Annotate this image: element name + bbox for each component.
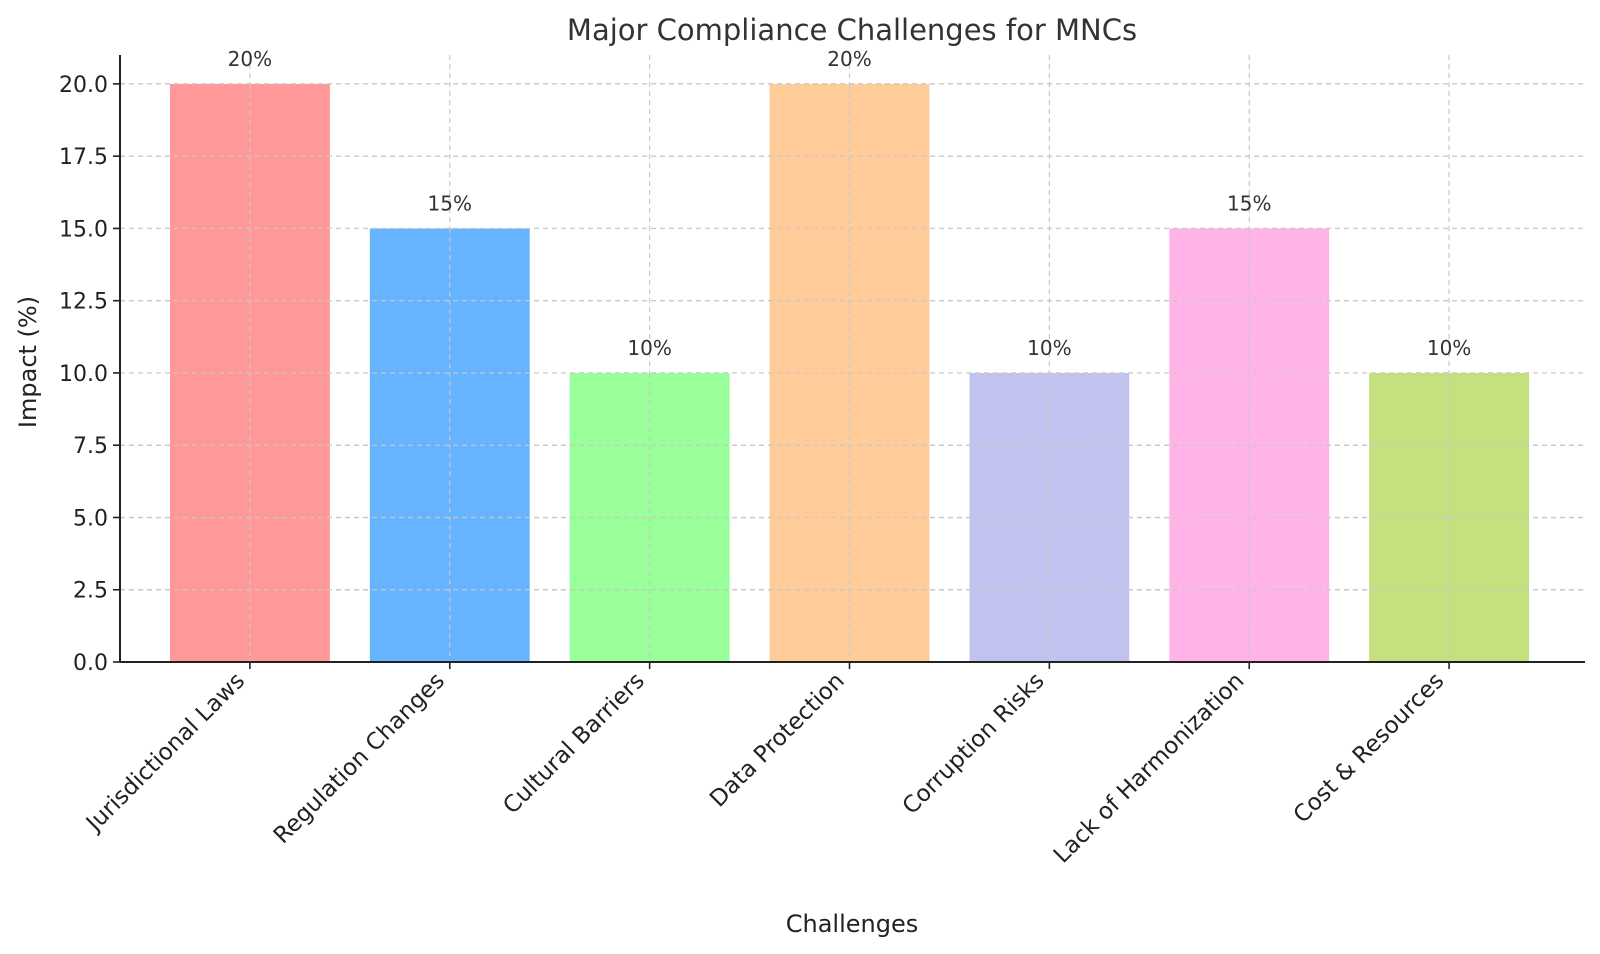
y-tick-label: 12.5 [59, 290, 108, 315]
y-tick-label: 5.0 [73, 506, 108, 531]
bars [120, 83, 1585, 663]
x-tick-label: Regulation Changes [269, 668, 450, 849]
x-tick-label: Jurisdictional Laws [80, 668, 250, 838]
data-label: 20% [827, 47, 871, 71]
x-tick-label: Data Protection [705, 668, 850, 813]
data-label: 15% [1227, 191, 1271, 215]
x-axis-label: Challenges [786, 910, 919, 938]
data-label: 10% [627, 336, 671, 360]
data-label: 10% [1027, 336, 1071, 360]
y-tick-label: 2.5 [73, 579, 108, 604]
data-label: 10% [1427, 336, 1471, 360]
y-axis-label: Impact (%) [14, 296, 42, 428]
y-tick-label: 7.5 [73, 434, 108, 459]
chart-title: Major Compliance Challenges for MNCs [567, 13, 1137, 47]
data-label: 15% [428, 191, 472, 215]
x-tick-label: Corruption Risks [898, 668, 1050, 820]
x-tick-label: Lack of Harmonization [1049, 668, 1250, 869]
x-tick-label: Cultural Barriers [498, 668, 649, 819]
y-tick-label: 17.5 [59, 145, 108, 170]
y-tick-label: 10.0 [59, 362, 108, 387]
y-tick-label: 0.0 [73, 651, 108, 676]
y-tick-label: 15.0 [59, 217, 108, 242]
data-label: 20% [228, 47, 272, 71]
y-tick-label: 20.0 [59, 73, 108, 98]
axes [113, 55, 1585, 669]
x-tick-label: Cost & Resources [1289, 668, 1450, 829]
